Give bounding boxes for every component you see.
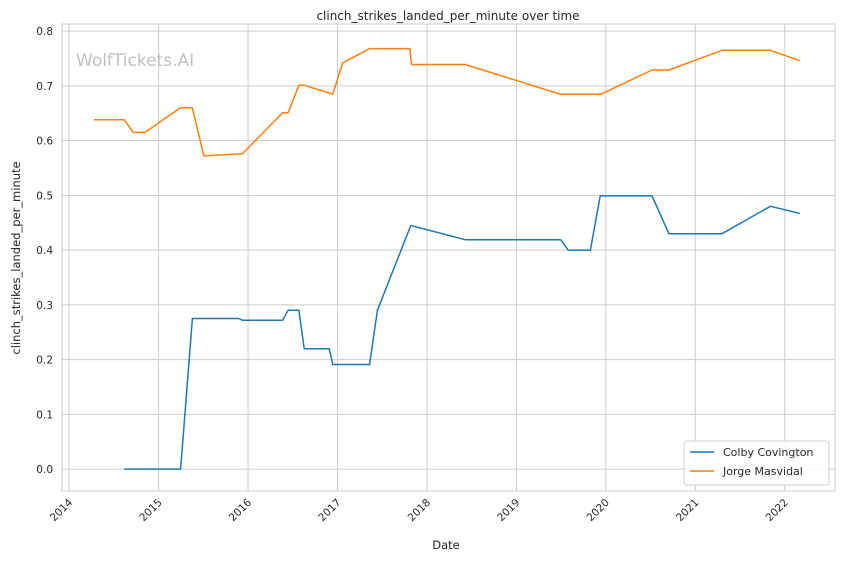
y-tick-label: 0.2 — [36, 355, 53, 367]
legend: Colby Covington Jorge Masvidal — [684, 441, 829, 485]
y-tick-label: 0.7 — [36, 81, 53, 93]
x-tick-labels: 2014 2015 2016 2017 2018 2019 2020 2021 2022 — [48, 496, 791, 524]
y-tick-label: 0.4 — [36, 245, 53, 257]
x-tick-label: 2017 — [316, 497, 343, 524]
y-axis-label: clinch_strikes_landed_per_minute — [9, 161, 23, 354]
y-tick-label: 0.3 — [36, 300, 53, 312]
y-tick-label: 0.1 — [36, 409, 53, 421]
chart-title: clinch_strikes_landed_per_minute over ti… — [316, 9, 579, 23]
y-tick-labels: 0.0 0.1 0.2 0.3 0.4 0.5 0.6 0.7 0.8 — [36, 26, 53, 476]
y-tick-label: 0.8 — [36, 26, 53, 38]
y-tick-label: 0.0 — [36, 464, 53, 476]
x-tick-label: 2015 — [137, 497, 164, 524]
x-tick-label: 2022 — [763, 497, 790, 524]
x-tick-label: 2016 — [227, 496, 255, 524]
x-tick-label: 2021 — [674, 497, 701, 524]
x-axis-label: Date — [432, 538, 460, 552]
x-tick-label: 2018 — [406, 497, 433, 524]
x-tick-label: 2014 — [48, 496, 76, 524]
y-tick-label: 0.6 — [36, 136, 53, 148]
y-tick-label: 0.5 — [36, 190, 53, 202]
watermark: WolfTickets.AI — [76, 51, 194, 71]
legend-label-colby-covington: Colby Covington — [723, 446, 813, 459]
x-tick-label: 2020 — [585, 497, 612, 524]
legend-label-jorge-masvidal: Jorge Masvidal — [722, 465, 803, 478]
x-tick-label: 2019 — [495, 497, 522, 524]
plot-area — [62, 24, 835, 491]
